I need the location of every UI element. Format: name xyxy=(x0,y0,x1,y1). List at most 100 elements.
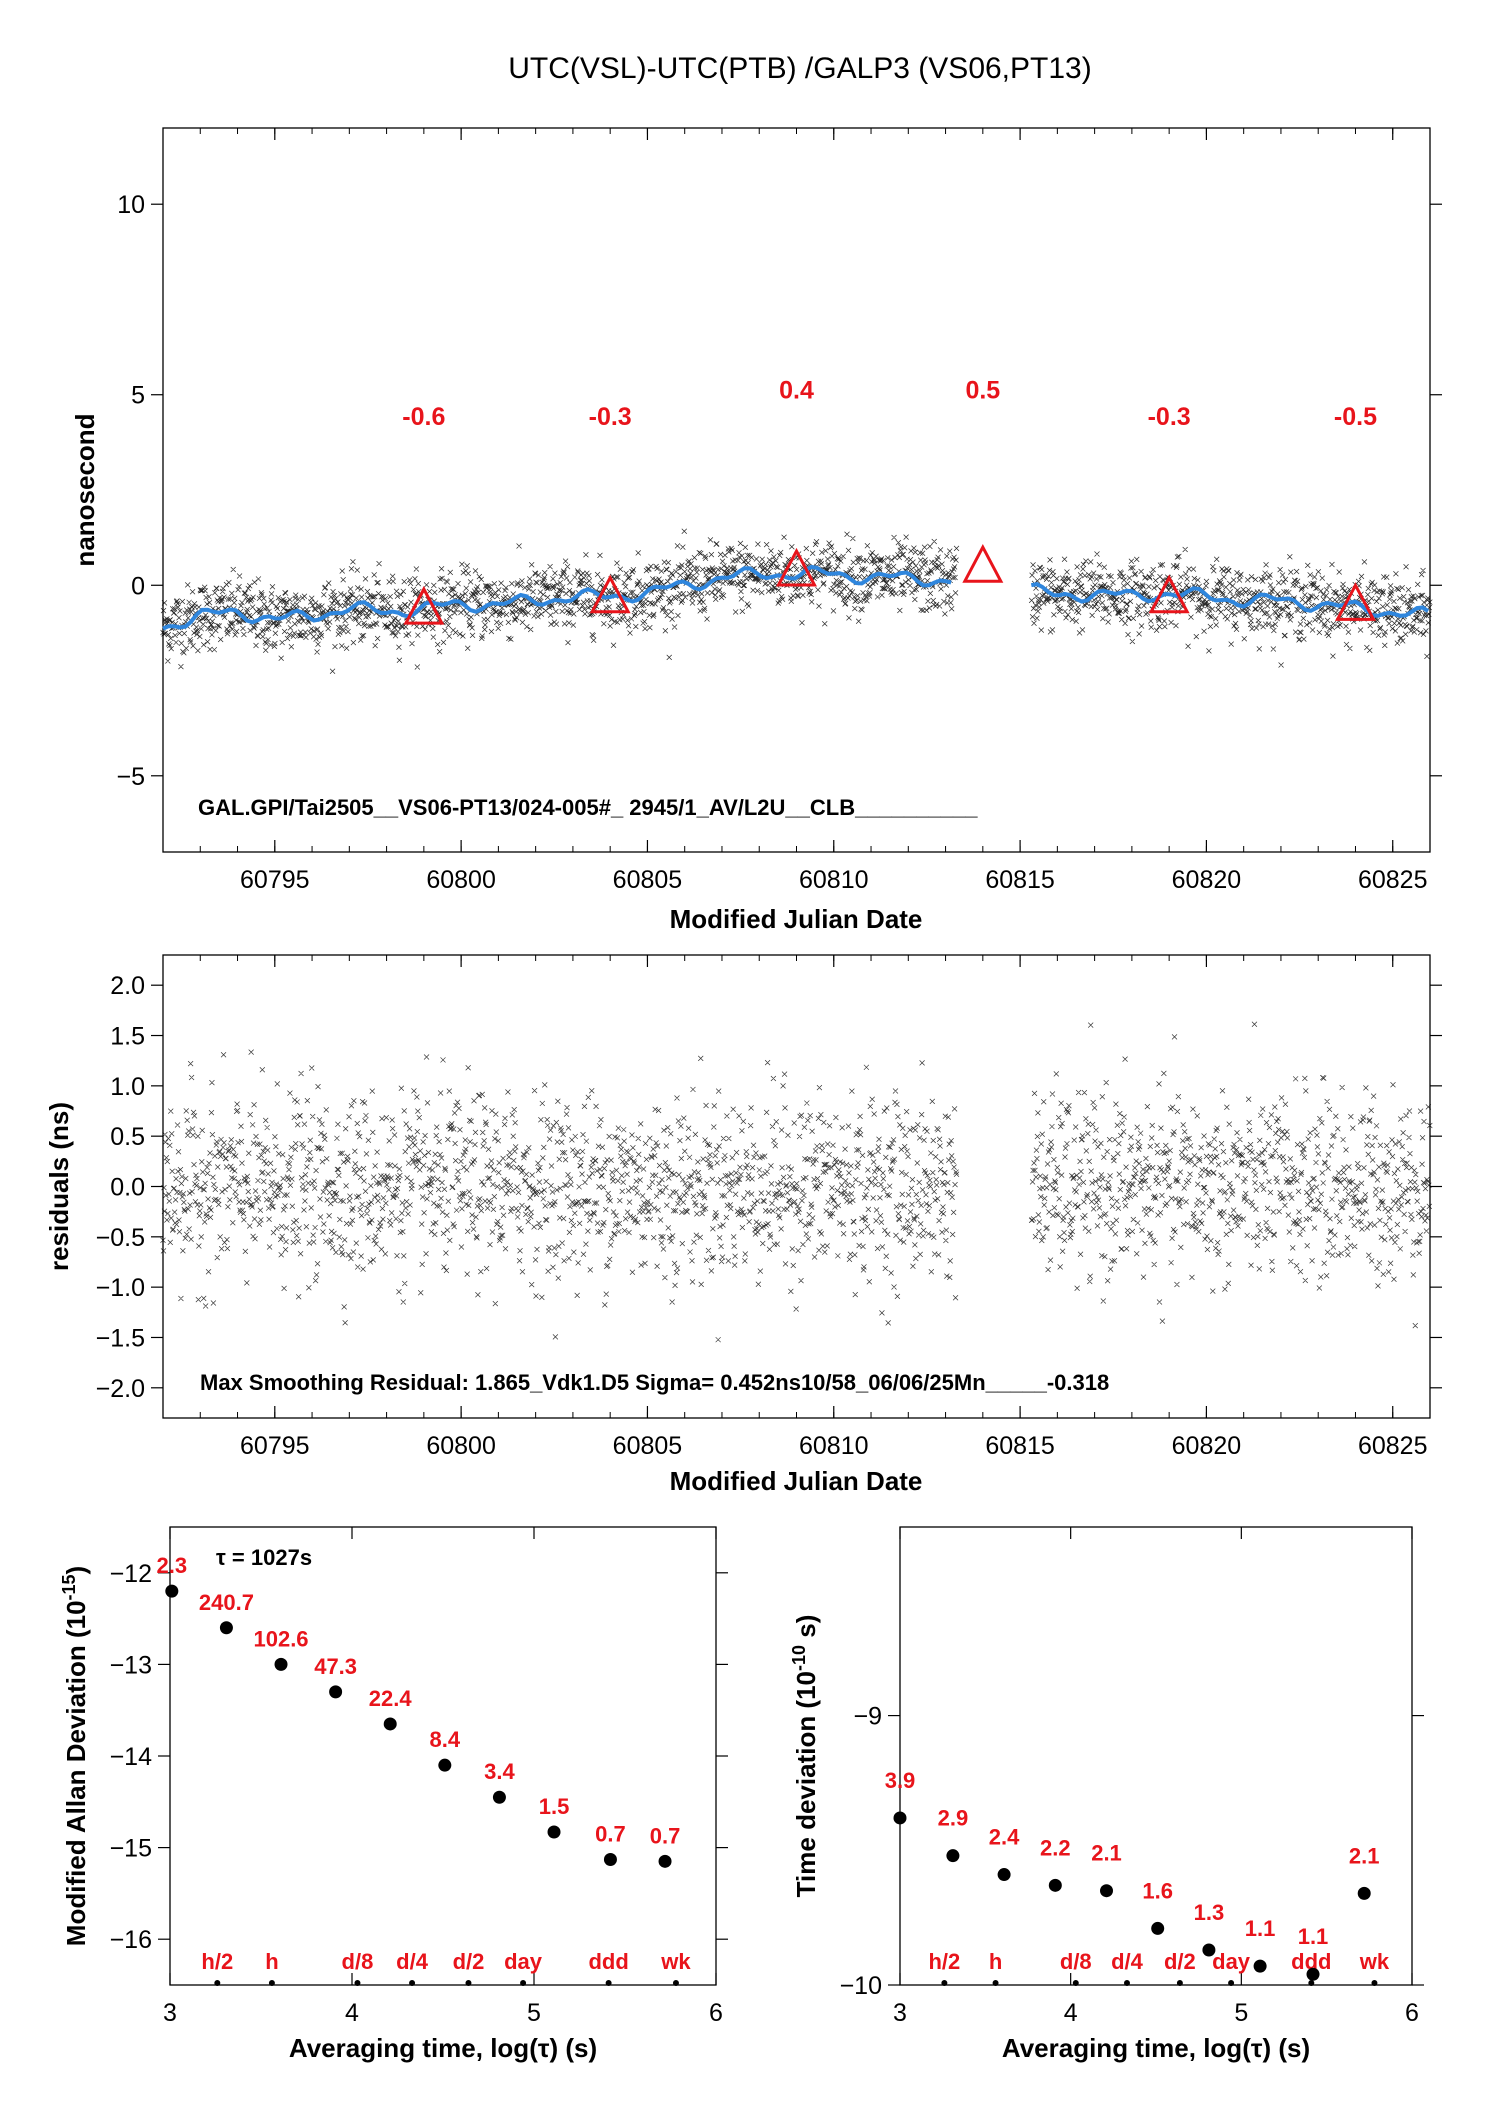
y-tick-label: 1.5 xyxy=(110,1023,145,1051)
x-tick-label: 6 xyxy=(1405,1999,1419,2027)
x-tick-label: 60815 xyxy=(985,1432,1055,1460)
point-label: 47.3 xyxy=(314,1654,357,1679)
period-dot xyxy=(672,1980,679,1986)
point-label: 2.3 xyxy=(157,1553,188,1578)
data-point xyxy=(1306,1967,1320,1981)
x-tick-label: 4 xyxy=(1064,1999,1078,2027)
residuals-frame xyxy=(162,954,1431,1419)
period-label: h/2 xyxy=(201,1949,233,1974)
data-point xyxy=(1357,1886,1371,1900)
period-label: wk xyxy=(660,1949,691,1974)
period-label: h/2 xyxy=(928,1949,960,1974)
y-tick-label: −14 xyxy=(110,1743,153,1771)
period-label: d/2 xyxy=(1164,1949,1196,1974)
period-label: d/8 xyxy=(1060,1949,1092,1974)
data-point xyxy=(1100,1884,1114,1898)
data-point xyxy=(492,1790,506,1804)
point-label: 1.1 xyxy=(1298,1924,1329,1949)
y-label-close: ) xyxy=(61,1566,91,1575)
triangle-marker xyxy=(589,574,631,614)
marker-label: -0.5 xyxy=(1334,403,1377,431)
data-point xyxy=(165,1584,179,1598)
tdev-y-label: Time deviation (10-10 s) xyxy=(789,1615,821,1898)
x-tick-label: 5 xyxy=(527,1999,541,2027)
y-label-close: s) xyxy=(791,1615,821,1645)
period-label: h xyxy=(989,1949,1002,1974)
period-dot xyxy=(941,1980,948,1986)
period-label: d/4 xyxy=(396,1949,429,1974)
x-tick-label: 60805 xyxy=(613,1432,683,1460)
data-point xyxy=(893,1811,907,1825)
data-point xyxy=(329,1685,343,1699)
x-tick-label: 3 xyxy=(163,1999,177,2027)
smoothed-line-2 xyxy=(1030,582,1430,618)
triangle-marker xyxy=(776,547,817,587)
point-label: 2.2 xyxy=(1040,1835,1071,1860)
period-dot xyxy=(1072,1980,1079,1986)
y-tick-label: −13 xyxy=(110,1651,152,1679)
period-label: d/4 xyxy=(1111,1949,1144,1974)
marker-label: -0.3 xyxy=(589,403,632,431)
point-label: 3.9 xyxy=(885,1768,916,1793)
x-tick-label: 60825 xyxy=(1358,1432,1428,1460)
y-tick-label: −9 xyxy=(853,1703,882,1731)
y-tick-label: −15 xyxy=(110,1835,152,1863)
point-label: 1.5 xyxy=(539,1794,570,1819)
series-frame xyxy=(162,127,1431,853)
period-dot xyxy=(268,1980,275,1986)
point-label: 240.7 xyxy=(199,1590,254,1615)
point-label: 0.7 xyxy=(595,1822,626,1847)
point-label: 8.4 xyxy=(430,1727,461,1752)
y-tick-label: 10 xyxy=(117,191,145,219)
marker-label: 0.5 xyxy=(965,377,1000,405)
marker-label: -0.3 xyxy=(1148,403,1191,431)
data-point xyxy=(219,1621,233,1635)
period-label: d/8 xyxy=(342,1949,374,1974)
point-label: 3.4 xyxy=(484,1759,515,1784)
y-label-exp: -15 xyxy=(59,1574,79,1600)
data-point xyxy=(946,1849,960,1863)
y-tick-label: 0.5 xyxy=(110,1123,145,1151)
marker-label: -0.6 xyxy=(402,403,445,431)
mdev-x-label: Averaging time, log(τ) (s) xyxy=(289,2033,597,2063)
period-dot xyxy=(1176,1980,1183,1986)
residuals-chart: 60795 60800 60805 60810 60815 60820 60825 2.0 1.… xyxy=(44,954,1442,1496)
tdev-frame xyxy=(899,1526,1413,1986)
series-chart: 60795 60800 60805 60810 60815 60820 60825 −5 0 5 1… xyxy=(70,127,1442,934)
x-tick-label: 60795 xyxy=(240,1432,310,1460)
data-point xyxy=(1253,1959,1267,1973)
y-tick-label: 1.0 xyxy=(110,1073,145,1101)
point-label: 1.1 xyxy=(1245,1916,1276,1941)
x-tick-label: 60820 xyxy=(1172,1432,1242,1460)
period-dot xyxy=(1123,1980,1130,1986)
tau-note: τ = 1027s xyxy=(216,1545,312,1570)
x-tick-label: 60800 xyxy=(426,866,496,894)
residuals-annotation: Max Smoothing Residual: 1.865_Vdk1.D5 Si… xyxy=(200,1370,1109,1395)
x-tick-label: 60810 xyxy=(799,1432,869,1460)
triangle-marker xyxy=(1334,582,1376,621)
y-tick-label: −2.0 xyxy=(96,1375,145,1403)
point-label: 102.6 xyxy=(253,1626,308,1651)
x-tick-label: 60805 xyxy=(613,866,683,894)
period-dot xyxy=(214,1980,221,1986)
period-label: wk xyxy=(1359,1949,1390,1974)
mdev-y-label: Modified Allan Deviation (10-15) xyxy=(59,1566,91,1946)
point-label: 2.1 xyxy=(1349,1843,1380,1868)
point-label: 2.1 xyxy=(1091,1841,1122,1866)
smoothed-line-1 xyxy=(162,564,952,631)
point-label: 1.3 xyxy=(1194,1900,1225,1925)
triangle-marker xyxy=(403,585,445,625)
period-label: ddd xyxy=(588,1949,628,1974)
x-tick-label: 6 xyxy=(709,1999,723,2027)
y-tick-label: −1.0 xyxy=(96,1274,145,1302)
y-tick-label: 5 xyxy=(131,382,145,410)
triangle-marker xyxy=(962,544,1004,583)
y-tick-label: −1.5 xyxy=(96,1324,145,1352)
y-tick-label: −10 xyxy=(840,1972,882,2000)
point-label: 2.4 xyxy=(989,1825,1020,1850)
x-tick-label: 60810 xyxy=(799,866,869,894)
y-label-main: Modified Allan Deviation (10 xyxy=(61,1600,91,1946)
period-dot xyxy=(354,1980,361,1986)
period-dot xyxy=(1371,1980,1378,1986)
